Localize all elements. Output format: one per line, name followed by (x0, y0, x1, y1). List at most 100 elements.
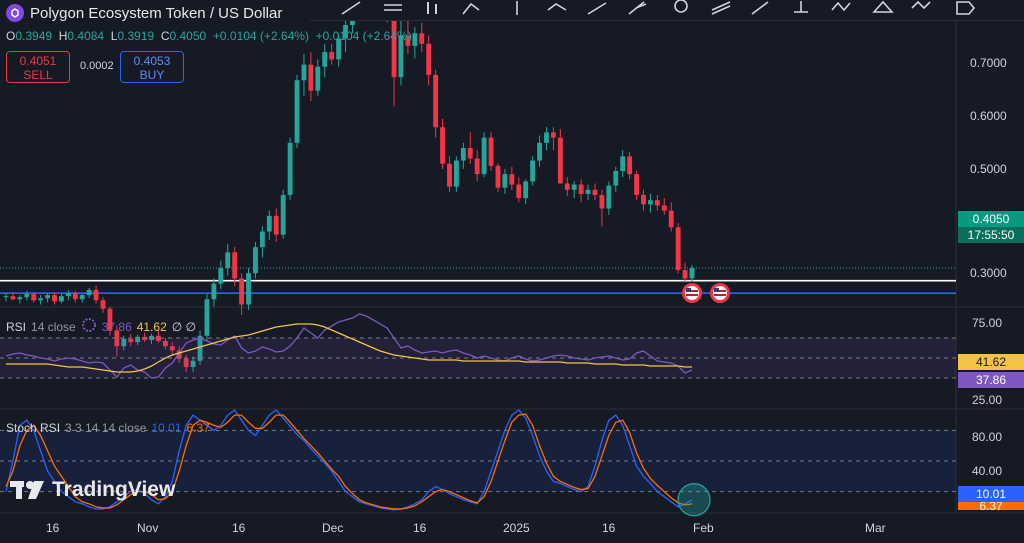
time-tick: Dec (322, 521, 344, 535)
tradingview-logo-icon (10, 479, 46, 501)
candle-body (523, 181, 529, 199)
candle-body (38, 298, 44, 301)
candle-body (419, 33, 425, 44)
sell-price: 0.4051 (19, 54, 57, 68)
stoch-name: Stoch RSI (6, 421, 61, 435)
candle-body (668, 210, 674, 228)
candle-body (391, 12, 397, 78)
candle-body (135, 336, 141, 343)
horizontal-lines-icon[interactable] (382, 0, 404, 16)
shape-icon[interactable] (954, 0, 976, 16)
pattern-icon[interactable] (910, 0, 932, 16)
candle-body (52, 295, 57, 302)
rsi-tick: 25.00 (972, 393, 1003, 407)
candle-body (246, 273, 251, 305)
candle-body (495, 165, 501, 188)
path-icon[interactable] (546, 0, 568, 16)
event-flag-icon[interactable] (682, 283, 702, 303)
arrow-up-icon[interactable] (750, 0, 772, 16)
candle-body (31, 294, 37, 301)
sell-button[interactable]: 0.4051 SELL (6, 51, 70, 83)
candle-body (162, 340, 168, 347)
zigzag-icon[interactable] (830, 0, 852, 16)
time-tick: Nov (137, 521, 159, 535)
buy-button[interactable]: 0.4053 BUY (120, 51, 184, 83)
rsi-ma-line (6, 323, 692, 373)
price-tick: 0.7000 (970, 56, 1007, 70)
candle-body (647, 200, 653, 205)
rsi-ma-tag: 41.62 (958, 354, 1024, 370)
candle-body (10, 296, 16, 300)
candle-body (557, 137, 563, 184)
stoch-tick: 80.00 (972, 430, 1003, 444)
rsi-ma-value: 41.62 (136, 319, 167, 334)
watermark-text: TradingView (52, 478, 176, 501)
ray-icon[interactable] (586, 0, 608, 16)
candle-body (93, 289, 99, 301)
triangle-icon[interactable] (872, 0, 894, 16)
candle-body (232, 252, 238, 279)
rsi-value: 37.86 (101, 319, 132, 334)
vertical-line-icon[interactable] (506, 0, 528, 16)
change-value: +0.0104 (+2.64%) (212, 29, 309, 43)
candle-body (606, 185, 612, 209)
buy-price: 0.4053 (133, 54, 171, 68)
candle-body (259, 231, 265, 248)
candle-body (433, 75, 439, 128)
candle-body (412, 33, 418, 46)
rsi-legend[interactable]: RSI 14 close 37.86 41.62 ∅ ∅ (6, 318, 196, 335)
candle-body (121, 338, 127, 347)
candle-body (266, 215, 272, 232)
price-tick: 0.3000 (970, 266, 1007, 280)
stoch-params: 3 3 14 14 close (65, 421, 147, 435)
circle-icon[interactable] (670, 0, 692, 16)
price-tick: 0.6000 (970, 109, 1007, 123)
candle-body (578, 184, 584, 194)
candle-body (661, 205, 667, 211)
drawing-toolbar[interactable] (310, 0, 1024, 21)
candle-body (481, 137, 487, 175)
time-tick: Feb (693, 521, 714, 535)
candle-body (343, 24, 348, 39)
candle-body (149, 335, 154, 340)
candle-body (294, 80, 300, 143)
candle-body (3, 296, 9, 298)
brush-icon[interactable] (626, 0, 648, 16)
rsi-name: RSI (6, 319, 27, 334)
candle-body (405, 35, 411, 46)
sell-label: SELL (23, 68, 53, 82)
candle-body (322, 52, 328, 67)
stoch-legend[interactable]: Stoch RSI 3 3 14 14 close 10.01 6.37 (6, 421, 210, 435)
countdown-tag: 17:55:50 (958, 227, 1024, 243)
candle-body (239, 278, 245, 305)
candle-body (675, 227, 681, 271)
time-tick: 16 (602, 521, 616, 535)
fib-icon[interactable] (790, 0, 812, 16)
symbol-title[interactable]: Polygon Ecosystem Token / US Dollar (30, 4, 283, 22)
candle-body (59, 296, 64, 302)
pitchfork-icon[interactable] (460, 0, 482, 16)
candle-body (65, 293, 71, 297)
current-price-tag: 0.4050 (958, 211, 1024, 227)
candle-body (336, 38, 342, 60)
buy-label: BUY (139, 68, 165, 82)
event-flag-icon[interactable] (710, 283, 730, 303)
candle-body (273, 215, 279, 235)
rsi-extra: ∅ ∅ (171, 319, 197, 334)
change-value-2: +0.0104 (+2.64%) (315, 29, 412, 43)
candle-body (287, 142, 293, 195)
parallel-channel-icon[interactable] (710, 0, 732, 16)
eye-icon[interactable] (81, 318, 97, 335)
candles-icon[interactable] (422, 0, 444, 16)
candle-body (308, 64, 314, 91)
low-value: 0.3919 (117, 29, 155, 43)
candle-body (156, 335, 161, 341)
candle-body (613, 170, 619, 186)
candle-body (426, 43, 432, 76)
price-tick: 0.5000 (970, 162, 1007, 176)
candle-body (689, 267, 695, 279)
candle-body (599, 194, 605, 209)
trend-line-icon[interactable] (340, 0, 362, 16)
candle-body (564, 183, 570, 190)
